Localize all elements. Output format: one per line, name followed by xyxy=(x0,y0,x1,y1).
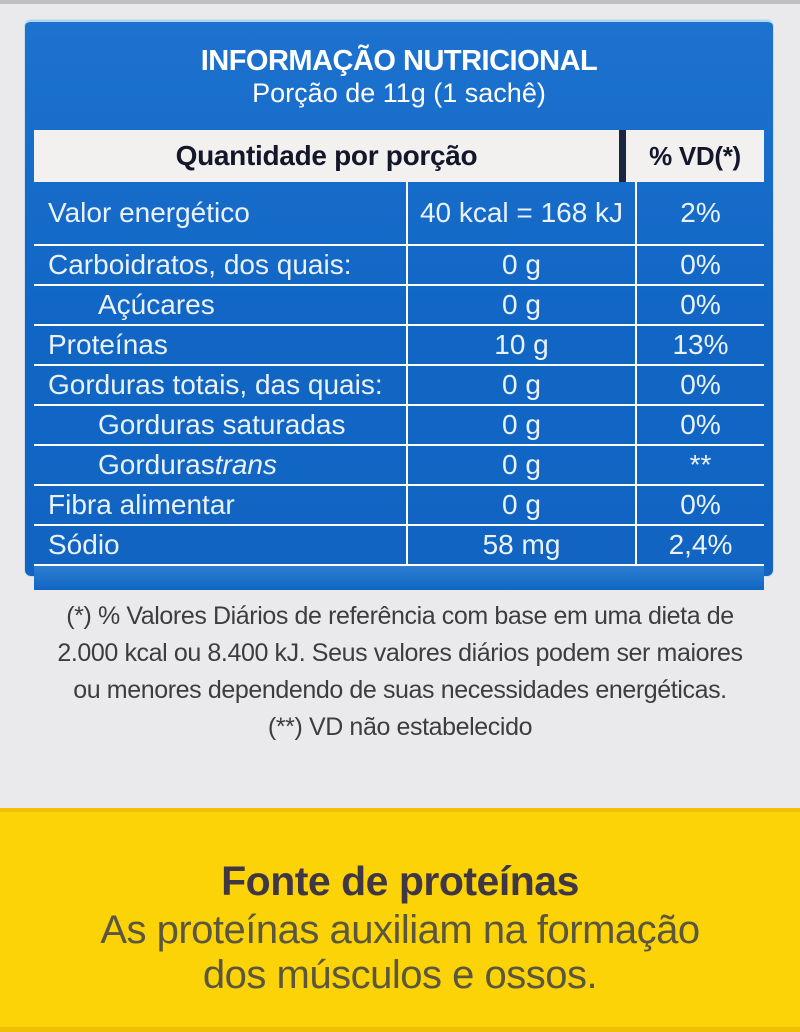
table-header-row: Quantidade por porção % VD(*) xyxy=(34,130,764,182)
panel-bottom-strip xyxy=(34,564,764,590)
table-row: Gorduras trans 0 g ** xyxy=(34,444,764,484)
serving-size-subtitle: Porção de 11g (1 sachê) xyxy=(252,78,546,108)
nutrient-quantity: 0 g xyxy=(406,406,635,444)
nutrient-label: Carboidratos, dos quais: xyxy=(48,249,352,280)
nutrient-daily-value: 2,4% xyxy=(635,526,764,564)
nutrient-daily-value: 13% xyxy=(635,326,764,364)
nutrient-daily-value: ** xyxy=(635,446,764,484)
column-header-divider xyxy=(619,130,626,182)
text-line: dos músculos e ossos. xyxy=(202,953,598,997)
nutrient-quantity: 58 mg xyxy=(406,526,635,564)
banner-title: Fonte de proteínas xyxy=(221,858,579,904)
table-row: Sódio 58 mg 2,4% xyxy=(34,524,764,564)
table-row: Valor energético 40 kcal = 168 kJ 2% xyxy=(34,182,764,244)
text-line: 2.000 kcal ou 8.400 kJ. Seus valores diá… xyxy=(57,639,743,667)
table-row: Açúcares 0 g 0% xyxy=(34,284,764,324)
nutrient-daily-value: 0% xyxy=(635,486,764,524)
table-row: Carboidratos, dos quais: 0 g 0% xyxy=(34,244,764,284)
nutrient-label: Gorduras trans xyxy=(98,449,277,480)
nutrient-quantity: 10 g xyxy=(406,326,635,364)
protein-source-banner: Fonte de proteínas As proteínas auxiliam… xyxy=(0,808,800,1032)
nutrient-label: Sódio xyxy=(48,529,120,560)
nutrient-quantity: 0 g xyxy=(406,486,635,524)
nutrient-label: Valor energético xyxy=(48,197,250,228)
nutrient-quantity: 40 kcal = 168 kJ xyxy=(406,182,635,244)
nutrient-daily-value: 2% xyxy=(635,182,764,244)
table-row: Gorduras saturadas 0 g 0% xyxy=(34,404,764,444)
nutrient-daily-value: 0% xyxy=(635,366,764,404)
photo-edge-artifact xyxy=(0,0,800,4)
banner-body-text: As proteínas auxiliam na formação dos mús… xyxy=(0,908,800,998)
nutrient-quantity: 0 g xyxy=(406,286,635,324)
nutrient-quantity: 0 g xyxy=(406,246,635,284)
nutrient-quantity: 0 g xyxy=(406,366,635,404)
daily-value-footnotes: (*) % Valores Diários de referência com … xyxy=(0,598,800,746)
text-line: As proteínas auxiliam na formação xyxy=(100,908,700,952)
nutrient-label: Açúcares xyxy=(98,289,215,320)
nutrition-panel-title: INFORMAÇÃO NUTRICIONAL xyxy=(200,45,598,77)
nutrient-daily-value: 0% xyxy=(635,406,764,444)
nutrition-table: Valor energético 40 kcal = 168 kJ 2% Carboi… xyxy=(34,182,764,564)
table-row: Proteínas 10 g 13% xyxy=(34,324,764,364)
text-line: (*) % Valores Diários de referência com … xyxy=(66,602,734,630)
nutrient-label: Fibra alimentar xyxy=(48,489,235,520)
nutrition-facts-panel: INFORMAÇÃO NUTRICIONAL Porção de 11g (1 … xyxy=(25,20,773,590)
nutrient-label: Gorduras saturadas xyxy=(98,409,346,440)
nutrient-label: Gorduras totais, das quais: xyxy=(48,369,383,400)
nutrient-daily-value: 0% xyxy=(635,286,764,324)
nutrient-label: Proteínas xyxy=(48,329,168,360)
column-header-quantity: Quantidade por porção xyxy=(34,130,619,182)
text-line: ou menores dependendo de suas necessidad… xyxy=(73,676,727,704)
text-line: (**) VD não estabelecido xyxy=(267,713,533,741)
nutrient-daily-value: 0% xyxy=(635,246,764,284)
column-header-daily-value: % VD(*) xyxy=(626,130,764,182)
nutrient-quantity: 0 g xyxy=(406,446,635,484)
table-row: Gorduras totais, das quais: 0 g 0% xyxy=(34,364,764,404)
table-row: Fibra alimentar 0 g 0% xyxy=(34,484,764,524)
